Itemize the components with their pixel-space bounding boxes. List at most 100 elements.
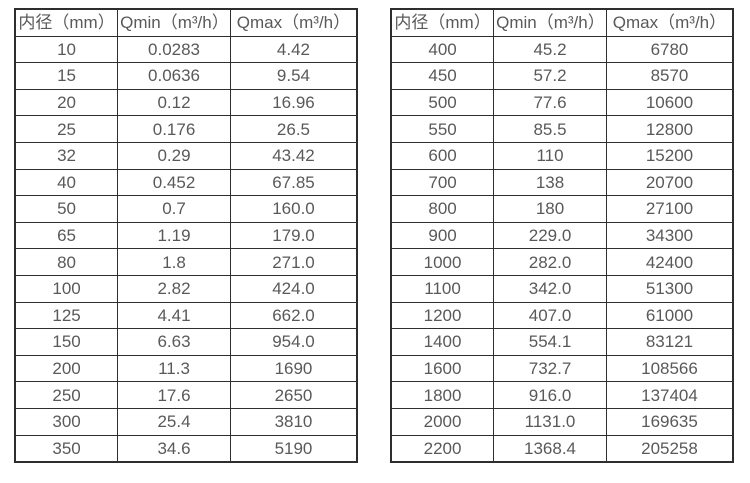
table-row: 450 57.2 8570 [390,62,734,90]
qmax-cell: 16.96 [229,88,358,117]
table-row: 65 1.19 179.0 [14,221,358,250]
qmax-cell: 27100 [605,195,734,223]
qmin-cell: 0.0636 [117,62,231,90]
column-header-qmin: Qmin（m³/h） [493,8,607,37]
qmax-cell: 26.5 [229,115,358,143]
qmin-cell: 1.19 [117,221,231,250]
table-row: 300 25.4 3810 [14,407,358,436]
qmax-cell: 1690 [229,354,358,383]
qmin-cell: 11.3 [117,354,231,383]
flow-tables-container: 内径（mm） Qmin（m³/h） Qmax（m³/h） 10 0.0283 4.42 1… [14,8,734,464]
diameter-cell: 700 [390,168,495,197]
diameter-cell: 300 [14,407,119,436]
qmax-cell: 43.42 [229,141,358,170]
diameter-cell: 450 [390,62,495,90]
table-row: 250 17.6 2650 [14,381,358,409]
table-row: 1200 407.0 61000 [390,301,734,330]
table-row: 1600 732.7 108566 [390,354,734,383]
qmin-cell: 554.1 [493,328,607,356]
table-row: 150 6.63 954.0 [14,328,358,356]
table-row: 40 0.452 67.85 [14,168,358,197]
qmin-cell: 916.0 [493,381,607,409]
diameter-cell: 350 [14,434,119,463]
diameter-cell: 500 [390,88,495,117]
qmax-cell: 20700 [605,168,734,197]
flow-table-small-diameters: 内径（mm） Qmin（m³/h） Qmax（m³/h） 10 0.0283 4.42 1… [14,8,358,464]
qmin-cell: 0.452 [117,168,231,197]
qmax-cell: 67.85 [229,168,358,197]
qmin-cell: 1131.0 [493,407,607,436]
diameter-cell: 1800 [390,381,495,409]
qmin-cell: 229.0 [493,221,607,250]
diameter-cell: 20 [14,88,119,117]
qmin-cell: 4.41 [117,301,231,330]
qmax-cell: 424.0 [229,274,358,303]
table-row: 1400 554.1 83121 [390,328,734,356]
qmax-cell: 12800 [605,115,734,143]
diameter-cell: 100 [14,274,119,303]
qmax-cell: 160.0 [229,195,358,223]
qmax-cell: 10600 [605,88,734,117]
table-row: 350 34.6 5190 [14,434,358,463]
table-row: 15 0.0636 9.54 [14,62,358,90]
qmin-cell: 25.4 [117,407,231,436]
table-header-row: 内径（mm） Qmin（m³/h） Qmax（m³/h） [390,8,734,37]
table-row: 80 1.8 271.0 [14,248,358,276]
table-row: 10 0.0283 4.42 [14,35,358,64]
diameter-cell: 80 [14,248,119,276]
qmin-cell: 1368.4 [493,434,607,463]
qmin-cell: 180 [493,195,607,223]
qmax-cell: 205258 [605,434,734,463]
qmin-cell: 0.176 [117,115,231,143]
diameter-cell: 400 [390,35,495,64]
diameter-cell: 1000 [390,248,495,276]
diameter-cell: 125 [14,301,119,330]
table-row: 1800 916.0 137404 [390,381,734,409]
table-row: 2000 1131.0 169635 [390,407,734,436]
diameter-cell: 2000 [390,407,495,436]
qmin-cell: 0.0283 [117,35,231,64]
diameter-cell: 150 [14,328,119,356]
qmin-cell: 85.5 [493,115,607,143]
qmin-cell: 282.0 [493,248,607,276]
table-row: 32 0.29 43.42 [14,141,358,170]
qmax-cell: 51300 [605,274,734,303]
table-row: 2200 1368.4 205258 [390,434,734,463]
table-row: 700 138 20700 [390,168,734,197]
qmax-cell: 5190 [229,434,358,463]
diameter-cell: 1100 [390,274,495,303]
diameter-cell: 10 [14,35,119,64]
qmax-cell: 2650 [229,381,358,409]
diameter-cell: 65 [14,221,119,250]
qmax-cell: 34300 [605,221,734,250]
qmax-cell: 83121 [605,328,734,356]
qmin-cell: 138 [493,168,607,197]
diameter-cell: 1200 [390,301,495,330]
qmax-cell: 42400 [605,248,734,276]
table-row: 500 77.6 10600 [390,88,734,117]
diameter-cell: 250 [14,381,119,409]
diameter-cell: 32 [14,141,119,170]
column-header-qmin: Qmin（m³/h） [117,8,231,37]
table-row: 900 229.0 34300 [390,221,734,250]
table-row: 125 4.41 662.0 [14,301,358,330]
column-header-qmax: Qmax（m³/h） [229,8,358,37]
column-header-diameter: 内径（mm） [14,8,119,37]
diameter-cell: 15 [14,62,119,90]
diameter-cell: 50 [14,195,119,223]
table-row: 400 45.2 6780 [390,35,734,64]
qmin-cell: 2.82 [117,274,231,303]
qmax-cell: 4.42 [229,35,358,64]
qmin-cell: 17.6 [117,381,231,409]
qmin-cell: 342.0 [493,274,607,303]
qmax-cell: 8570 [605,62,734,90]
qmax-cell: 15200 [605,141,734,170]
diameter-cell: 550 [390,115,495,143]
qmax-cell: 137404 [605,381,734,409]
diameter-cell: 800 [390,195,495,223]
qmax-cell: 9.54 [229,62,358,90]
diameter-cell: 25 [14,115,119,143]
qmin-cell: 407.0 [493,301,607,330]
column-header-diameter: 内径（mm） [390,8,495,37]
table-row: 200 11.3 1690 [14,354,358,383]
